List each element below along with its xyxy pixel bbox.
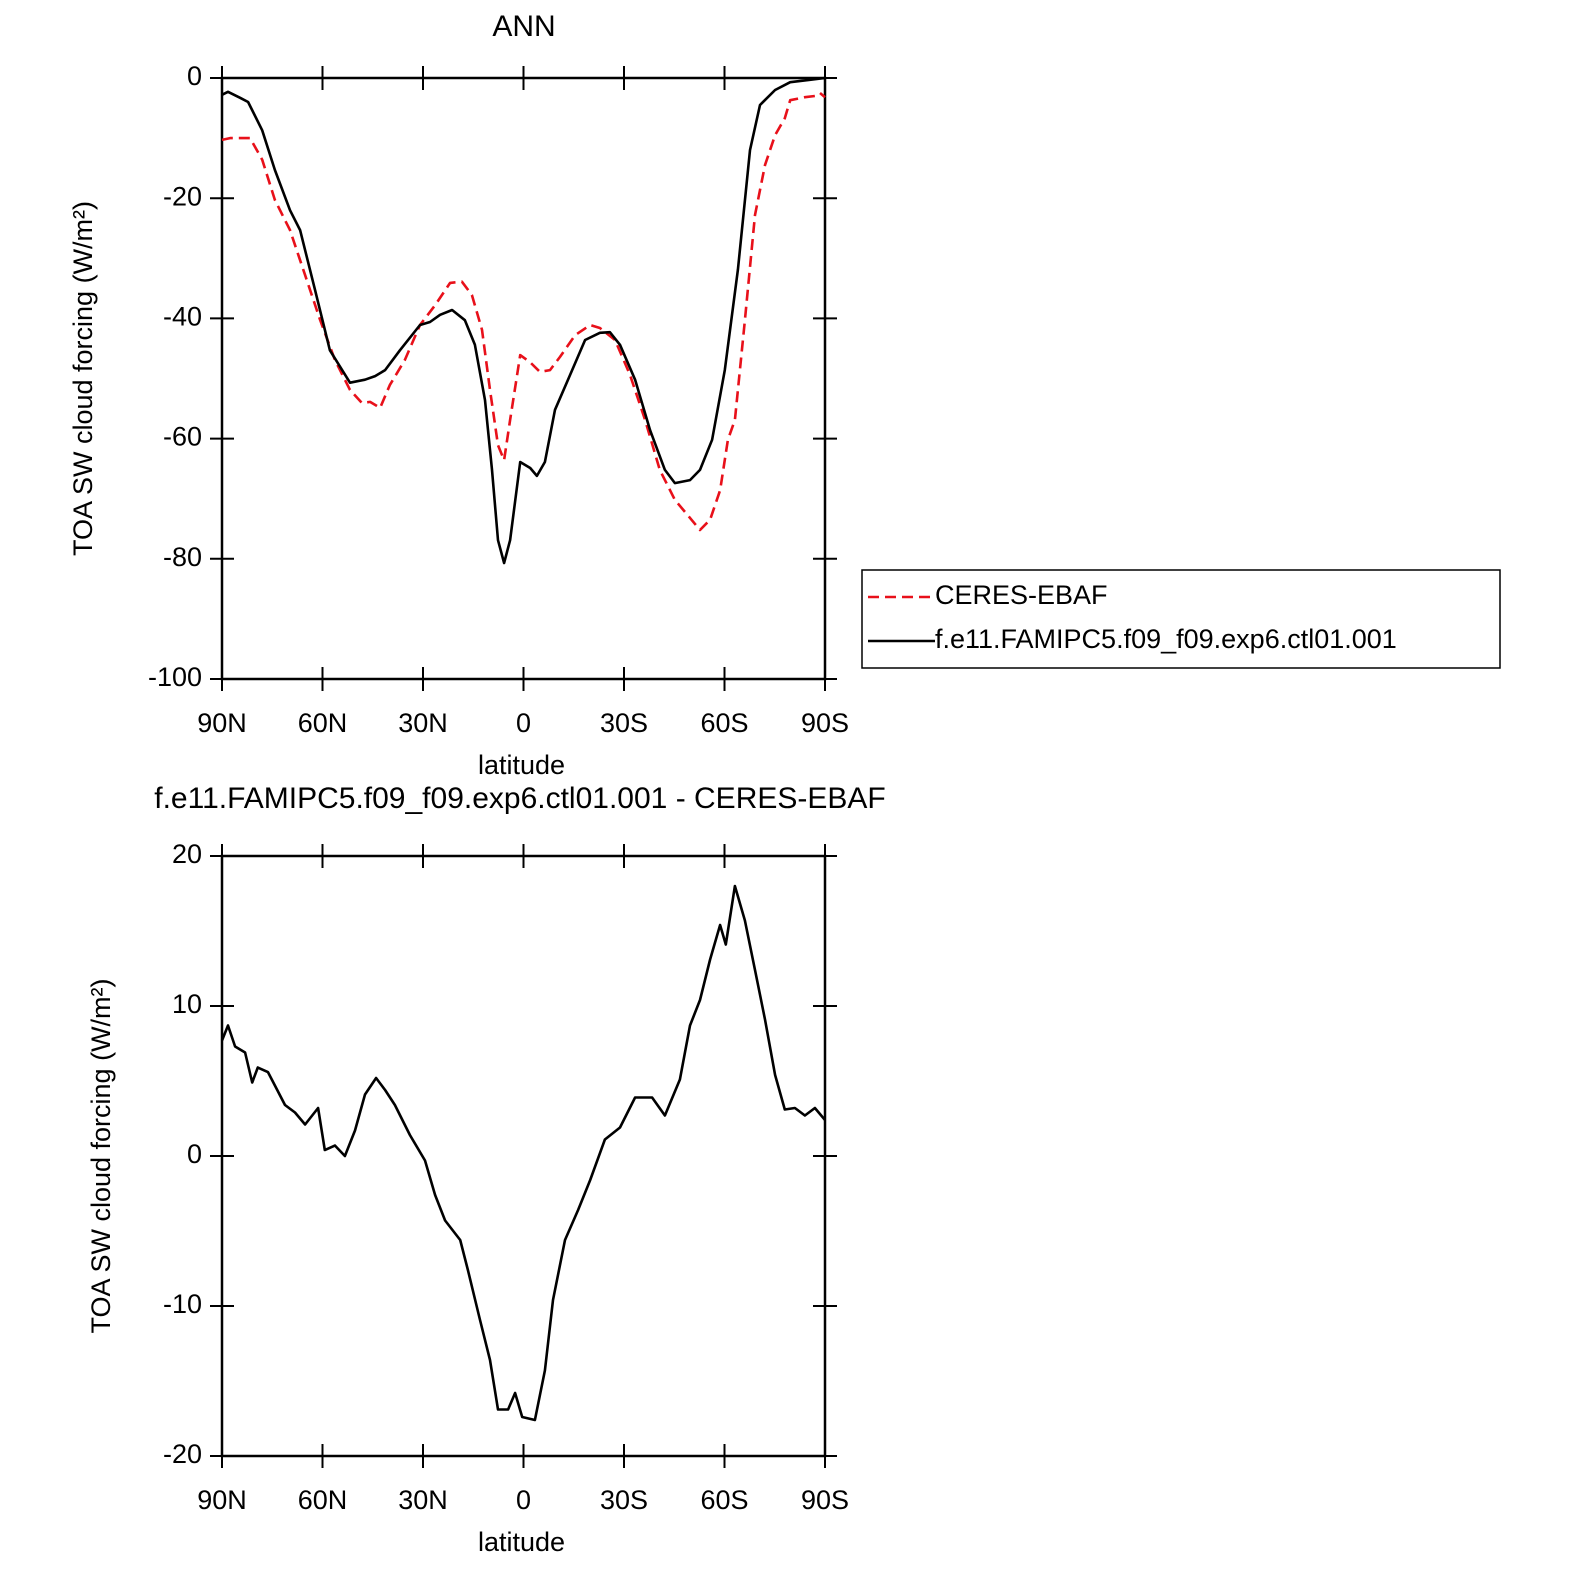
x-axis-label: latitude (478, 750, 565, 780)
data-line (221, 76, 826, 565)
y-tick-label: -40 (163, 302, 202, 332)
x-tick-label: 90S (801, 1485, 849, 1515)
y-tick-label: 0 (187, 1139, 202, 1169)
x-tick-label: 0 (516, 708, 531, 738)
plot-frame (220, 76, 827, 681)
y-tick-label: 0 (187, 61, 202, 91)
y-tick-label: -20 (163, 1439, 202, 1469)
y-tick-label: -20 (163, 181, 202, 211)
y-axis-label: TOA SW cloud forcing (W/m²) (68, 201, 98, 556)
legend-label: CERES-EBAF (935, 580, 1108, 610)
chart-title: f.e11.FAMIPC5.f09_f09.exp6.ctl01.001 - C… (154, 782, 885, 815)
x-tick-label: 30N (398, 1485, 448, 1515)
y-tick-label: -60 (163, 422, 202, 452)
x-tick-label: 90N (197, 708, 247, 738)
legend-box (861, 569, 1501, 669)
x-tick-label: 30S (600, 1485, 648, 1515)
y-tick-label: -100 (148, 662, 202, 692)
x-tick-label: 30S (600, 708, 648, 738)
x-tick-label: 60S (700, 1485, 748, 1515)
data-line (220, 884, 826, 1422)
x-tick-label: 30N (398, 708, 448, 738)
y-tick-label: 10 (172, 989, 202, 1019)
x-tick-label: 90S (801, 708, 849, 738)
x-axis-label: latitude (478, 1527, 565, 1557)
y-tick-label: -10 (163, 1289, 202, 1319)
x-tick-label: 0 (516, 1485, 531, 1515)
x-tick-label: 60N (298, 1485, 348, 1515)
y-tick-label: -80 (163, 542, 202, 572)
x-tick-label: 90N (197, 1485, 247, 1515)
x-tick-label: 60S (700, 708, 748, 738)
y-axis-label: TOA SW cloud forcing (W/m²) (86, 978, 116, 1333)
data-line (221, 91, 826, 532)
x-tick-label: 60N (298, 708, 348, 738)
plot-frame (220, 854, 827, 1458)
chart-title: ANN (492, 10, 555, 43)
y-tick-label: 20 (172, 839, 202, 869)
legend-label: f.e11.FAMIPC5.f09_f09.exp6.ctl01.001 (935, 624, 1397, 654)
